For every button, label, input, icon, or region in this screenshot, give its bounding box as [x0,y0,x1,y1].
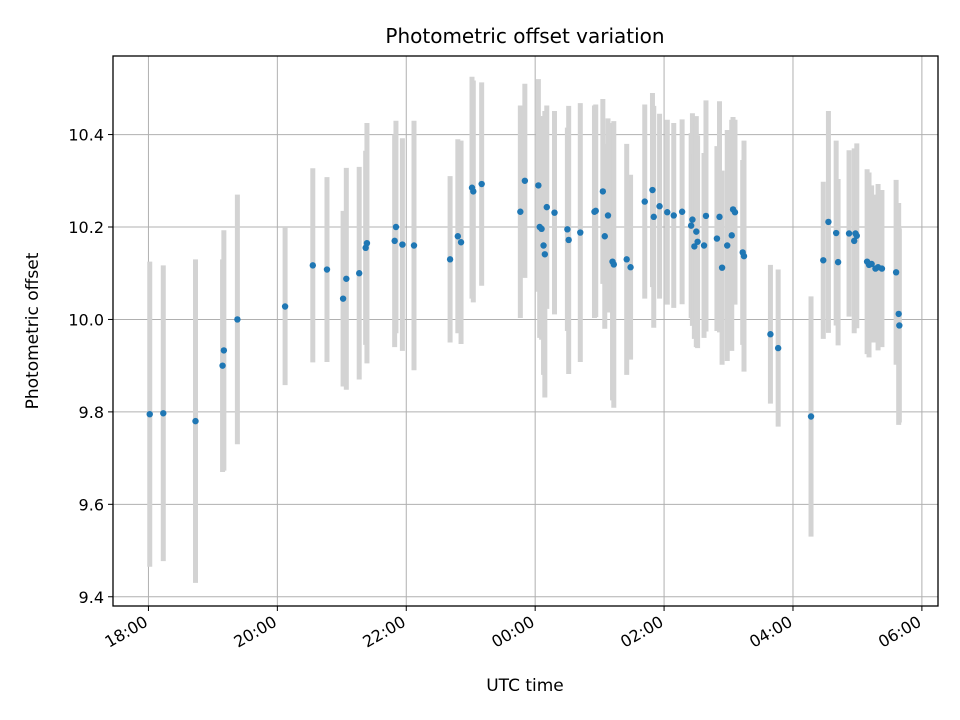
y-tick-label: 10.2 [68,218,104,237]
data-point [599,188,607,195]
data-point [540,242,547,249]
data-point [691,243,698,250]
data-point [399,241,406,248]
data-point [892,269,900,276]
chart-title: Photometric offset variation [385,24,664,48]
data-point [521,177,529,184]
y-tick-label: 10.4 [68,126,104,145]
data-point [670,212,677,219]
data-point [565,236,572,244]
data-point [834,258,842,266]
data-point [541,251,549,258]
data-point [410,242,418,249]
data-point [543,203,550,211]
data-point [851,237,858,245]
data-point [895,310,902,318]
data-point [470,188,477,195]
data-point [551,209,558,216]
x-axis-label: UTC time [486,676,564,696]
data-point [713,235,721,242]
data-point [728,232,735,239]
y-tick-label: 10.0 [68,310,104,329]
data-point [281,303,289,310]
data-point [535,182,542,189]
grid-lines [113,56,938,606]
data-point [604,212,612,219]
data-point [457,239,465,246]
data-point [323,266,331,273]
data-point [678,208,686,215]
data-point [694,238,701,245]
data-point [656,203,663,210]
data-point [454,233,462,240]
data-point [650,213,657,221]
data-point [309,262,317,269]
data-point [623,256,630,263]
data-point [820,257,827,264]
data-point [716,213,723,221]
data-point [220,347,228,354]
data-point [740,252,748,260]
data-point [700,242,708,249]
data-point [664,209,671,216]
data-point [649,186,656,194]
data-point [363,239,371,247]
data-point [234,316,241,323]
data-point [538,225,545,233]
data-points [146,177,903,425]
y-axis: 9.4 9.6 9.8 10.0 10.2 10.4 [68,126,113,607]
data-point [767,331,774,338]
data-point [219,362,226,369]
data-point [564,226,571,233]
data-point [845,230,853,237]
data-point [343,275,350,282]
data-point [878,265,886,272]
data-point [392,223,400,231]
data-point [160,410,167,417]
data-point [339,295,347,302]
data-point [577,229,584,236]
data-point [517,208,524,215]
data-point [627,264,634,271]
data-point [601,233,608,240]
data-point [693,228,700,235]
data-point [391,237,398,245]
data-point [689,216,696,223]
data-point [718,264,726,271]
data-point [610,261,618,268]
y-tick-label: 9.4 [79,588,104,607]
data-point [192,417,199,425]
data-point [774,344,782,352]
y-axis-label: Photometric offset [23,252,43,409]
data-point [641,198,648,205]
data-point [478,180,485,188]
data-point [592,207,599,215]
data-point [832,229,840,237]
data-point [896,322,903,329]
data-point [853,232,860,239]
data-point [146,410,153,418]
data-point [724,242,731,249]
data-point [825,218,832,226]
data-point [356,270,363,277]
data-point [807,413,815,420]
y-tick-label: 9.6 [79,495,104,514]
plot-frame [112,55,939,607]
data-point [446,256,454,263]
data-point [687,222,695,229]
data-point [731,209,739,216]
data-point [868,260,875,268]
y-tick-label: 9.8 [79,403,104,422]
data-point [702,212,710,220]
